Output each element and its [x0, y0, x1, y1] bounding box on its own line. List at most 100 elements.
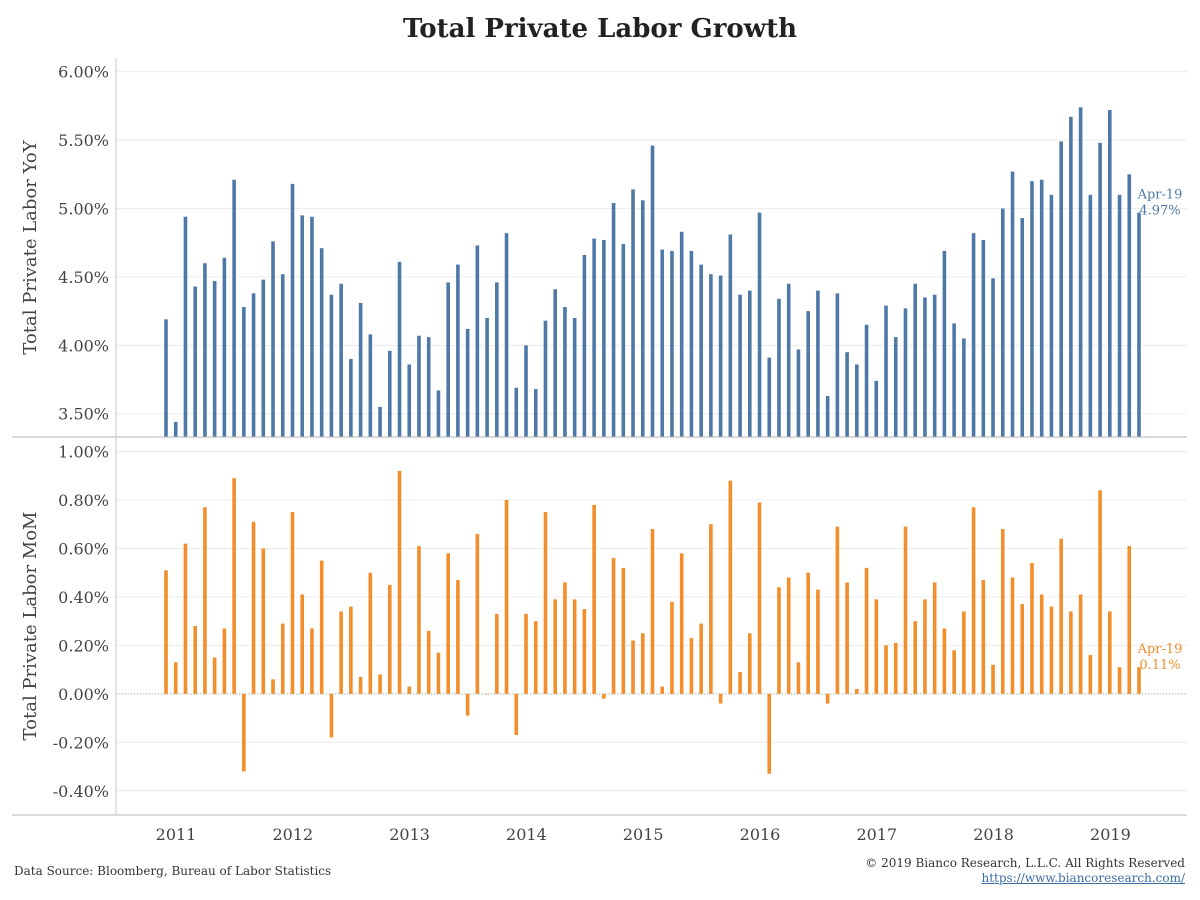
yoy-bar — [193, 286, 197, 437]
x-tick-label: 2011 — [156, 825, 197, 844]
mom-bar — [971, 507, 976, 694]
yoy-bar — [553, 289, 557, 437]
mom-annotation-value: 0.11% — [1139, 658, 1180, 673]
mom-bar — [164, 570, 168, 694]
yoy-bar — [173, 421, 178, 437]
yoy-tick-labels: 6.00% 5.50% 5.00% 4.50% 4.00% 3.50% — [58, 63, 109, 424]
mom-bar — [553, 599, 557, 694]
yoy-bar — [1127, 174, 1132, 438]
yoy-bar — [952, 323, 956, 437]
mom-bar — [329, 693, 334, 738]
yoy-bar — [271, 241, 275, 437]
yoy-bar — [621, 244, 626, 437]
yoy-bar — [387, 350, 392, 437]
yoy-bar — [903, 308, 908, 437]
yoy-annotation-date: Apr-19 — [1137, 188, 1183, 203]
mom-bar — [679, 553, 684, 694]
mom-bar — [699, 623, 703, 694]
yoy-bar — [962, 338, 966, 437]
mom-bar — [1069, 611, 1073, 694]
mom-bar — [1127, 546, 1132, 694]
yoy-bar — [378, 406, 382, 437]
copyright-note: © 2019 Bianco Research, L.L.C. All Right… — [865, 856, 1185, 870]
mom-bar — [436, 652, 441, 694]
yoy-bar — [368, 334, 373, 437]
chart-frame — [12, 58, 1187, 816]
mom-y-axis-label: Total Private Labor MoM — [20, 512, 41, 741]
mom-y-tick-label: -0.20% — [53, 733, 109, 752]
yoy-bar — [884, 305, 888, 437]
mom-bar — [864, 567, 869, 694]
data-source-note: Data Source: Bloomberg, Bureau of Labor … — [14, 864, 332, 878]
yoy-bar — [495, 282, 499, 437]
yoy-bar — [718, 275, 723, 437]
mom-bar — [1137, 667, 1141, 694]
yoy-bar — [485, 317, 489, 437]
mom-bar — [952, 650, 956, 694]
yoy-bar — [261, 279, 266, 437]
mom-bar — [942, 628, 947, 694]
mom-bar — [1010, 577, 1015, 694]
x-tick-label: 2019 — [1090, 825, 1131, 844]
yoy-bar — [942, 250, 947, 437]
mom-y-tick-label: 0.40% — [58, 588, 109, 607]
mom-bar — [456, 579, 460, 694]
yoy-bar — [1108, 109, 1112, 438]
mom-bar — [339, 611, 343, 694]
yoy-bar — [913, 283, 918, 437]
yoy-bar — [203, 263, 207, 437]
mom-bar — [173, 662, 178, 694]
yoy-bar — [845, 352, 849, 437]
yoy-bar — [699, 264, 703, 437]
yoy-bar — [310, 216, 314, 437]
mom-bar — [1059, 538, 1063, 694]
mom-bar — [660, 686, 665, 694]
yoy-y-tick-label: 4.50% — [58, 268, 109, 287]
mom-bar — [1078, 594, 1083, 694]
website-link[interactable]: https://www.biancoresearch.com/ — [981, 871, 1185, 885]
yoy-bar — [533, 389, 538, 437]
yoy-y-tick-label: 6.00% — [58, 63, 109, 82]
mom-bar — [728, 480, 733, 694]
mom-bar — [426, 630, 431, 694]
yoy-bar — [923, 297, 927, 437]
yoy-bar — [1059, 141, 1063, 437]
mom-bar — [981, 579, 986, 694]
yoy-bar — [650, 145, 655, 437]
yoy-bar — [290, 183, 295, 437]
annotations: Apr-194.97%Apr-190.11% — [1137, 188, 1183, 674]
yoy-bar — [767, 357, 772, 437]
yoy-bar — [679, 231, 684, 437]
mom-bar — [631, 640, 635, 694]
yoy-bar — [602, 239, 606, 437]
yoy-bar — [1000, 208, 1005, 437]
mom-bar — [748, 633, 752, 694]
axis-labels: Total Private Labor YoY Total Private Lab… — [20, 139, 41, 740]
mom-tick-labels: 1.00% 0.80% 0.60% 0.40% 0.20% 0.00% -0.20% -0.4… — [53, 443, 109, 801]
x-tick-label: 2015 — [623, 825, 664, 844]
yoy-bar — [212, 281, 217, 437]
yoy-bar — [1010, 171, 1015, 437]
yoy-bar — [796, 349, 801, 437]
yoy-bar — [349, 359, 353, 437]
mom-y-tick-label: 0.20% — [58, 636, 109, 655]
yoy-bar — [991, 278, 995, 437]
mom-bar — [718, 693, 723, 704]
mom-bar — [640, 633, 645, 694]
yoy-bar — [1098, 142, 1102, 437]
yoy-annotation-value: 4.97% — [1139, 204, 1180, 219]
yoy-bar — [222, 257, 227, 437]
yoy-bar — [1078, 107, 1083, 437]
mom-bar — [203, 507, 207, 694]
mom-bar — [572, 599, 577, 694]
mom-bar — [485, 693, 489, 695]
chart-title: Total Private Labor Growth — [402, 14, 798, 44]
yoy-bar — [670, 250, 674, 437]
mom-bar — [903, 526, 908, 694]
mom-bar — [242, 693, 246, 772]
yoy-bar — [1039, 179, 1044, 437]
yoy-bar — [835, 293, 840, 437]
mom-bar — [738, 672, 742, 694]
mom-bar — [923, 599, 927, 694]
yoy-bar — [748, 290, 752, 437]
